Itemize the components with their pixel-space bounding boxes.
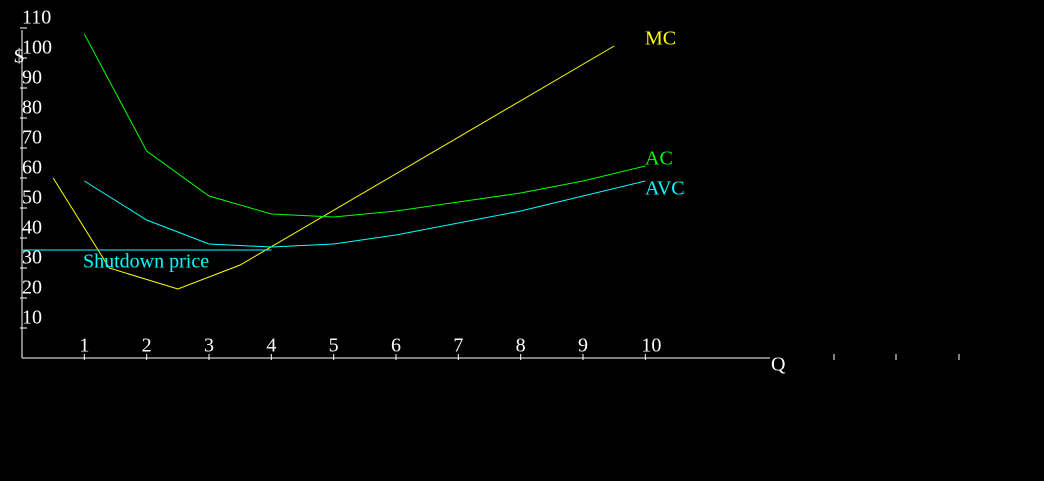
series-label: AC bbox=[645, 148, 673, 170]
x-tick-label: 6 bbox=[391, 335, 401, 357]
series-line bbox=[83, 33, 646, 218]
series-label: Shutdown price bbox=[83, 251, 209, 273]
x-tick-label: 5 bbox=[329, 335, 339, 357]
x-tick-label: 7 bbox=[453, 335, 463, 357]
x-axis-label: Q bbox=[771, 354, 786, 376]
x-tick-label: 4 bbox=[266, 335, 276, 357]
series-label: AVC bbox=[645, 178, 685, 200]
x-tick-label: 2 bbox=[142, 335, 152, 357]
x-tick-label: 3 bbox=[204, 335, 214, 357]
y-tick-label: 110 bbox=[22, 7, 51, 29]
x-tick-label: 10 bbox=[641, 335, 661, 357]
y-tick-label: 100 bbox=[22, 37, 52, 59]
x-tick-label: 9 bbox=[578, 335, 588, 357]
y-tick-label: 30 bbox=[22, 247, 42, 269]
y-tick-label: 10 bbox=[22, 307, 42, 329]
y-tick-label: 70 bbox=[22, 127, 42, 149]
y-tick-label: 90 bbox=[22, 67, 42, 89]
y-tick-label: 80 bbox=[22, 97, 42, 119]
y-tick-label: 60 bbox=[22, 157, 42, 179]
y-tick-label: 20 bbox=[22, 277, 42, 299]
x-tick-label: 1 bbox=[79, 335, 89, 357]
series-line bbox=[84, 180, 646, 248]
y-axis-label: $ bbox=[14, 46, 24, 68]
y-tick-label: 40 bbox=[22, 217, 42, 239]
x-tick-label: 8 bbox=[516, 335, 526, 357]
series-line bbox=[52, 45, 615, 290]
y-tick-label: 50 bbox=[22, 187, 42, 209]
series-label: MC bbox=[645, 28, 676, 50]
